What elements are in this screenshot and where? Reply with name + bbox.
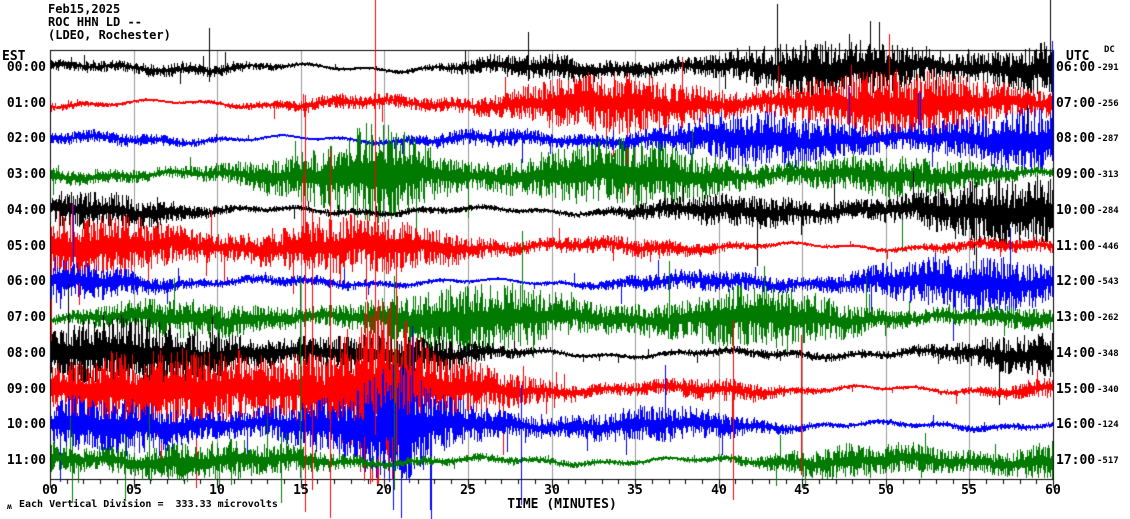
scale-note: Each Vertical Division = 333.33 microvol… [19, 499, 278, 510]
x-axis-tick-label: 15 [293, 483, 309, 498]
est-time-label: 10:00 [6, 417, 46, 432]
x-axis-tick-label: 55 [961, 483, 977, 498]
x-axis-tick-label: 25 [460, 483, 476, 498]
est-time-label: 01:00 [6, 96, 46, 111]
scale-division-icon: ʍ [7, 502, 12, 511]
utc-time-label: 09:00 [1056, 167, 1096, 182]
x-axis-tick-label: 00 [42, 483, 58, 498]
utc-time-label: 13:00 [1056, 310, 1096, 325]
header-network-location: (LDEO, Rochester) [48, 28, 171, 42]
x-axis-tick-label: 10 [209, 483, 225, 498]
utc-time-label: 10:00 [1056, 203, 1096, 218]
utc-time-label: 06:00 [1056, 60, 1096, 75]
est-time-label: 11:00 [6, 453, 46, 468]
utc-time-label: 16:00 [1056, 417, 1096, 432]
dc-offset-value: -256 [1097, 99, 1119, 109]
right-axis-title-utc: UTC [1066, 49, 1090, 64]
x-axis-tick-label: 20 [376, 483, 392, 498]
x-axis-tick-label: 05 [126, 483, 142, 498]
dc-offset-value: -284 [1097, 206, 1119, 216]
est-time-label: 02:00 [6, 131, 46, 146]
est-time-label: 07:00 [6, 310, 46, 325]
dc-offset-value: -287 [1097, 134, 1119, 144]
est-time-label: 04:00 [6, 203, 46, 218]
est-time-label: 06:00 [6, 274, 46, 289]
est-time-label: 00:00 [6, 60, 46, 75]
utc-time-label: 12:00 [1056, 274, 1096, 289]
dc-offset-value: -313 [1097, 170, 1119, 180]
dc-offset-value: -291 [1097, 63, 1119, 73]
x-axis-tick-label: 50 [878, 483, 894, 498]
left-axis-title-est: EST [2, 49, 26, 64]
utc-time-label: 11:00 [1056, 239, 1096, 254]
dc-offset-value: -340 [1097, 385, 1119, 395]
est-time-label: 05:00 [6, 239, 46, 254]
x-axis-title: TIME (MINUTES) [507, 497, 617, 512]
dc-offset-value: -124 [1097, 420, 1119, 430]
est-time-label: 03:00 [6, 167, 46, 182]
dc-offset-value: -348 [1097, 349, 1119, 359]
x-axis-tick-label: 35 [627, 483, 643, 498]
dc-offset-value: -543 [1097, 277, 1119, 287]
x-axis-tick-label: 60 [1045, 483, 1061, 498]
est-time-label: 09:00 [6, 382, 46, 397]
x-axis-tick-label: 45 [794, 483, 810, 498]
x-axis-tick-label: 40 [711, 483, 727, 498]
est-time-label: 08:00 [6, 346, 46, 361]
dc-offset-value: -262 [1097, 313, 1119, 323]
utc-time-label: 15:00 [1056, 382, 1096, 397]
dc-offset-value: -446 [1097, 242, 1119, 252]
utc-time-label: 07:00 [1056, 96, 1096, 111]
utc-time-label: 08:00 [1056, 131, 1096, 146]
dc-column-title: DC [1104, 45, 1115, 55]
header-station-id: ROC HHN LD -- [48, 15, 142, 29]
x-axis-tick-label: 30 [544, 483, 560, 498]
utc-time-label: 14:00 [1056, 346, 1096, 361]
utc-time-label: 17:00 [1056, 453, 1096, 468]
dc-offset-value: -517 [1097, 456, 1119, 466]
header-date: Feb15,2025 [48, 2, 121, 16]
